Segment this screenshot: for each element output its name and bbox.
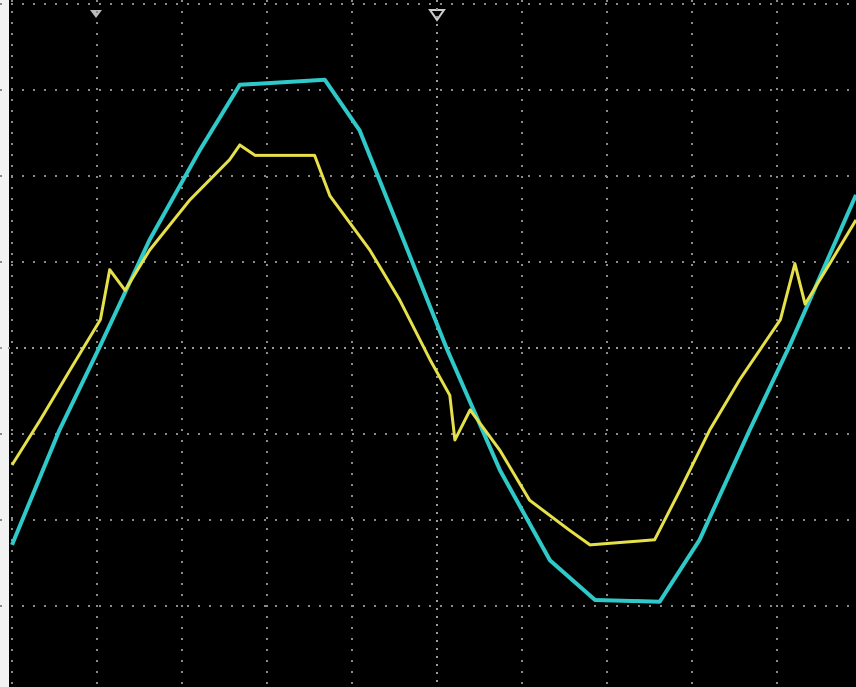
screen-border bbox=[0, 0, 9, 687]
screen-background bbox=[0, 0, 856, 687]
oscilloscope-screen bbox=[0, 0, 856, 687]
page: (() => { const data = JSON.parse(documen… bbox=[0, 0, 856, 687]
